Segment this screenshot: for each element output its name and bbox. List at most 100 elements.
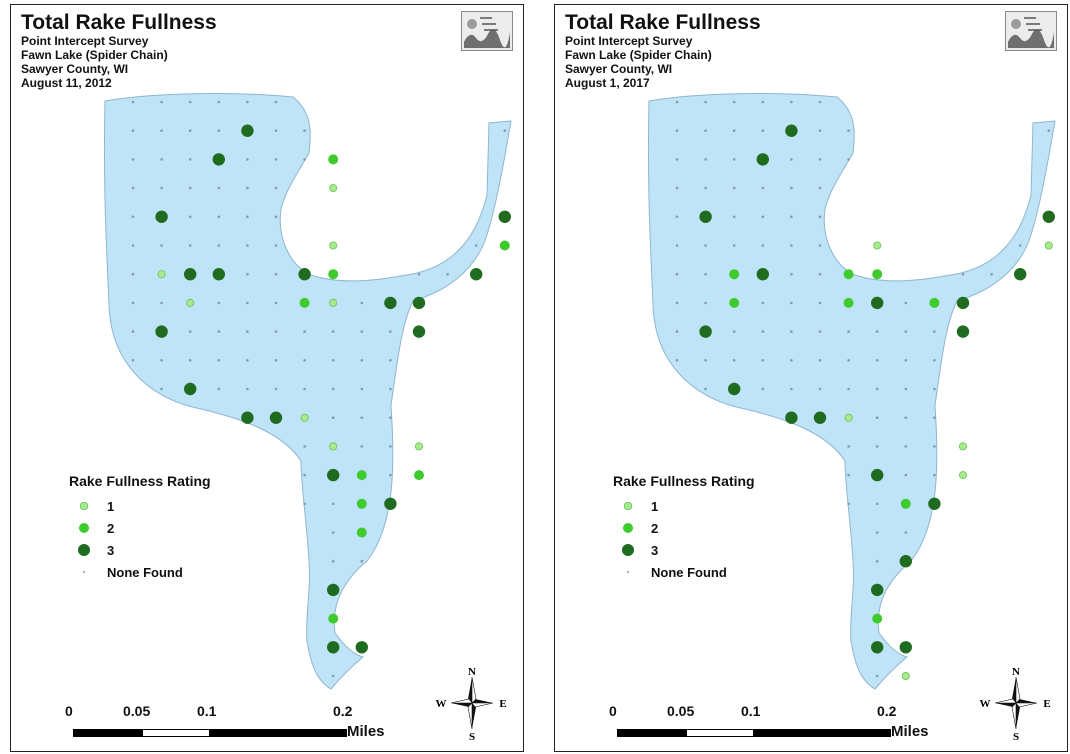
sample-point-rating-2 — [872, 269, 883, 280]
sample-point-none-found — [188, 129, 192, 132]
sample-point-none-found — [1047, 129, 1051, 132]
sample-point-none-found — [933, 387, 936, 391]
sample-point-none-found — [274, 359, 278, 362]
sample-point-rating-3 — [1014, 268, 1027, 281]
sample-point-none-found — [790, 301, 793, 305]
sample-point-rating-1 — [901, 672, 910, 681]
lake-outline — [103, 93, 512, 690]
sample-point-none-found — [875, 502, 879, 506]
sample-point-none-found — [790, 330, 793, 333]
sample-point-none-found — [904, 330, 908, 333]
sample-point-rating-2 — [328, 154, 339, 165]
north-arrow-compass: N S W E — [435, 665, 509, 743]
sample-point-none-found — [818, 129, 822, 132]
sample-point-none-found — [818, 330, 822, 333]
sample-point-rating-3 — [498, 210, 511, 223]
sample-point-none-found — [875, 416, 879, 420]
sample-point-rating-2 — [900, 498, 911, 509]
map-title: Total Rake Fullness — [565, 11, 761, 34]
sample-point-none-found — [503, 129, 507, 132]
sample-point-none-found — [331, 359, 335, 362]
sample-point-none-found — [246, 330, 249, 333]
compass-n: N — [468, 666, 476, 678]
none-found-symbol — [82, 570, 86, 574]
sample-point-none-found — [188, 330, 192, 333]
sample-point-none-found — [389, 330, 392, 333]
map-subtitle-lake: Fawn Lake (Spider Chain) — [21, 47, 168, 62]
sample-point-rating-3 — [871, 468, 884, 482]
map-subtitle-date: August 11, 2012 — [21, 75, 112, 90]
map-legend: Rake Fullness Rating 1 2 3 None Found — [69, 473, 211, 583]
sample-point-none-found — [331, 531, 335, 534]
sample-point-rating-3 — [327, 641, 340, 654]
sample-point-none-found — [704, 301, 707, 305]
sample-point-none-found — [331, 502, 335, 506]
sample-point-none-found — [875, 531, 879, 534]
scale-segment — [617, 729, 687, 737]
sample-point-rating-3 — [355, 641, 368, 654]
sample-point-none-found — [904, 416, 908, 420]
sample-point-rating-1 — [329, 241, 338, 250]
sample-point-none-found — [761, 330, 765, 333]
sample-point-rating-2 — [356, 470, 367, 481]
legend-item-3: 3 — [613, 539, 755, 561]
sample-point-rating-3 — [184, 382, 197, 396]
sample-point-none-found — [732, 244, 736, 247]
sample-point-none-found — [704, 359, 707, 362]
sample-point-none-found — [160, 244, 163, 247]
sample-point-none-found — [675, 158, 679, 161]
sample-point-none-found — [360, 445, 364, 448]
sample-point-none-found — [303, 129, 306, 132]
compass-w: W — [436, 698, 447, 710]
sample-point-none-found — [904, 531, 908, 534]
rating-3-symbol — [77, 543, 91, 557]
sample-point-none-found — [360, 387, 364, 391]
sample-point-none-found — [847, 158, 850, 161]
sample-point-none-found — [761, 186, 765, 190]
sample-point-rating-3 — [184, 268, 197, 281]
sample-point-rating-3 — [728, 382, 741, 396]
compass-s: S — [1013, 731, 1019, 741]
sample-point-rating-2 — [843, 297, 854, 308]
sample-point-none-found — [160, 387, 163, 391]
compass-n: N — [1012, 666, 1020, 678]
sample-point-rating-1 — [958, 442, 967, 451]
sample-point-rating-1 — [1044, 241, 1053, 250]
sample-point-none-found — [704, 244, 707, 247]
organization-logo — [461, 11, 513, 51]
sample-point-rating-3 — [699, 325, 712, 338]
legend-item-none: None Found — [69, 561, 211, 583]
map-subtitle-survey: Point Intercept Survey — [565, 34, 693, 49]
sample-point-none-found — [389, 359, 392, 362]
sample-point-none-found — [761, 244, 765, 247]
sample-point-none-found — [704, 186, 707, 190]
sample-point-none-found — [360, 330, 364, 333]
sample-point-none-found — [274, 244, 278, 247]
legend-item-1: 1 — [69, 495, 211, 517]
legend-item-none: None Found — [613, 561, 755, 583]
sample-point-none-found — [246, 387, 249, 391]
sample-point-none-found — [933, 359, 936, 362]
scale-tick-label: 0.05 — [123, 703, 151, 719]
sample-point-none-found — [331, 330, 335, 333]
sample-point-rating-1 — [844, 413, 853, 422]
sample-point-rating-3 — [212, 268, 225, 281]
sample-point-rating-3 — [384, 497, 397, 510]
sample-point-rating-3 — [785, 411, 798, 424]
sample-point-none-found — [360, 559, 364, 563]
sample-point-none-found — [160, 301, 163, 305]
rating-3-symbol — [621, 543, 635, 557]
sample-point-rating-1 — [157, 270, 166, 279]
scale-bar: 0 0.05 0.1 0.2 Miles — [609, 703, 953, 747]
compass-e: E — [1043, 698, 1050, 710]
legend-item-2: 2 — [69, 517, 211, 539]
map-subtitle-county: Sawyer County, WI — [21, 61, 129, 76]
sample-point-none-found — [675, 301, 679, 305]
sample-point-none-found — [331, 387, 335, 391]
sample-point-none-found — [360, 359, 364, 362]
legend-label: 2 — [651, 520, 659, 536]
sample-point-rating-2 — [729, 297, 740, 308]
sample-point-none-found — [274, 301, 278, 305]
none-found-symbol — [626, 570, 630, 574]
sample-point-none-found — [303, 158, 306, 161]
